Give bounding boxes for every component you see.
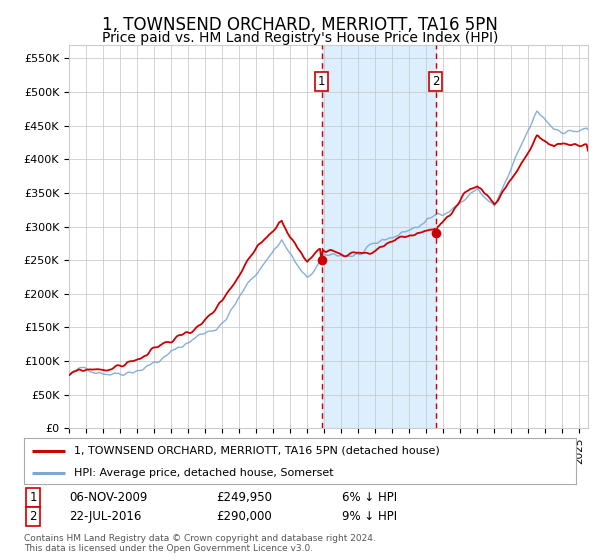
Text: Price paid vs. HM Land Registry's House Price Index (HPI): Price paid vs. HM Land Registry's House …	[102, 31, 498, 45]
Text: 2: 2	[29, 510, 37, 523]
Text: 1: 1	[318, 74, 325, 88]
Text: 2: 2	[432, 74, 439, 88]
Text: 1, TOWNSEND ORCHARD, MERRIOTT, TA16 5PN (detached house): 1, TOWNSEND ORCHARD, MERRIOTT, TA16 5PN …	[74, 446, 439, 456]
Text: 22-JUL-2016: 22-JUL-2016	[69, 510, 142, 523]
Text: £290,000: £290,000	[216, 510, 272, 523]
Text: HPI: Average price, detached house, Somerset: HPI: Average price, detached house, Some…	[74, 468, 334, 478]
Text: £249,950: £249,950	[216, 491, 272, 504]
Text: 06-NOV-2009: 06-NOV-2009	[69, 491, 148, 504]
Text: 6% ↓ HPI: 6% ↓ HPI	[342, 491, 397, 504]
Text: Contains HM Land Registry data © Crown copyright and database right 2024.
This d: Contains HM Land Registry data © Crown c…	[24, 534, 376, 553]
Text: 1: 1	[29, 491, 37, 504]
Text: 9% ↓ HPI: 9% ↓ HPI	[342, 510, 397, 523]
Bar	[322, 45, 436, 428]
Text: 1, TOWNSEND ORCHARD, MERRIOTT, TA16 5PN: 1, TOWNSEND ORCHARD, MERRIOTT, TA16 5PN	[102, 16, 498, 34]
